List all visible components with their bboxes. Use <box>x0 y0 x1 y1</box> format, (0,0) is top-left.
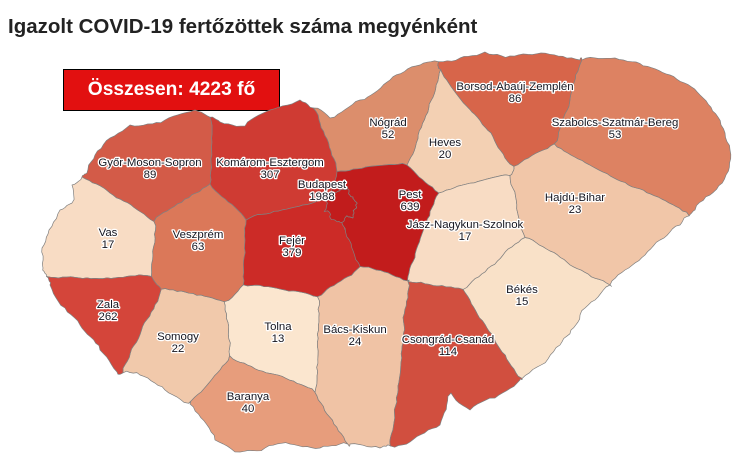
svg-text:22: 22 <box>172 343 185 355</box>
svg-text:Békés: Békés <box>506 284 538 296</box>
svg-text:Jász-Nagykun-Szolnok: Jász-Nagykun-Szolnok <box>407 219 524 231</box>
svg-text:Szabolcs-Szatmár-Bereg: Szabolcs-Szatmár-Bereg <box>552 117 679 129</box>
svg-text:17: 17 <box>459 231 472 243</box>
svg-text:15: 15 <box>516 296 529 308</box>
svg-text:86: 86 <box>509 93 522 105</box>
svg-text:Nógrád: Nógrád <box>369 117 406 129</box>
svg-text:Hajdú-Bihar: Hajdú-Bihar <box>545 192 605 204</box>
svg-text:89: 89 <box>144 169 157 181</box>
svg-text:Borsod-Abaúj-Zemplén: Borsod-Abaúj-Zemplén <box>456 81 573 93</box>
svg-text:Bács-Kiskun: Bács-Kiskun <box>323 324 386 336</box>
svg-text:17: 17 <box>102 239 115 251</box>
svg-text:Fejér: Fejér <box>279 235 305 247</box>
svg-text:Csongrád-Csanád: Csongrád-Csanád <box>402 334 494 346</box>
svg-text:Veszprém: Veszprém <box>173 229 224 241</box>
svg-text:52: 52 <box>382 129 395 141</box>
svg-text:20: 20 <box>439 149 452 161</box>
svg-text:Budapest: Budapest <box>298 179 347 191</box>
svg-text:Komárom-Esztergom: Komárom-Esztergom <box>216 157 324 169</box>
svg-text:114: 114 <box>439 346 457 358</box>
svg-text:Heves: Heves <box>429 137 462 149</box>
svg-text:Somogy: Somogy <box>157 331 199 343</box>
svg-text:Tolna: Tolna <box>264 321 292 333</box>
svg-text:379: 379 <box>282 247 301 259</box>
svg-text:24: 24 <box>349 336 362 348</box>
svg-text:23: 23 <box>569 204 582 216</box>
svg-text:Vas: Vas <box>99 227 118 239</box>
svg-text:Baranya: Baranya <box>227 391 270 403</box>
svg-text:63: 63 <box>192 241 205 253</box>
svg-text:Győr-Moson-Sopron: Győr-Moson-Sopron <box>98 157 201 169</box>
svg-text:13: 13 <box>272 333 285 345</box>
svg-text:307: 307 <box>260 169 279 181</box>
svg-text:40: 40 <box>242 403 255 415</box>
svg-text:1988: 1988 <box>309 191 334 203</box>
svg-text:Zala: Zala <box>97 299 120 311</box>
svg-text:262: 262 <box>98 311 117 323</box>
svg-text:53: 53 <box>609 129 622 141</box>
svg-text:Pest: Pest <box>399 189 423 201</box>
svg-text:639: 639 <box>400 201 419 213</box>
